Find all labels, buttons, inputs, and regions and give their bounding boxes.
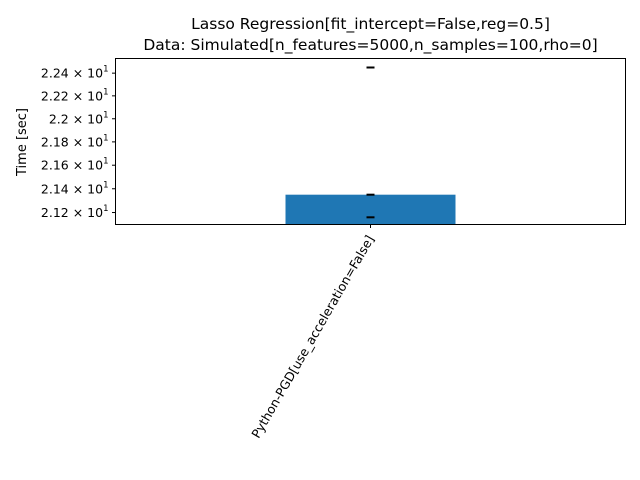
x-tick-label: Python-PGD[use_acceleration=False]	[248, 233, 377, 441]
x-axis-ticks: Python-PGD[use_acceleration=False]	[248, 224, 377, 441]
bars-group	[285, 194, 456, 225]
y-axis-label: Time [sec]	[15, 108, 30, 177]
chart-title-line-1: Lasso Regression[fit_intercept=False,reg…	[191, 15, 550, 34]
y-tick-label: 2.2 × 101	[49, 110, 109, 126]
plot-area-frame	[115, 58, 626, 225]
run-markers-group	[366, 66, 375, 219]
y-tick-label: 2.16 × 101	[41, 157, 109, 173]
y-tick-label: 2.22 × 101	[41, 87, 109, 103]
y-axis-ticks: 2.12 × 101 2.14 × 101 2.16 × 101 2.18 × 101…	[41, 65, 116, 220]
chart-title-line-2: Data: Simulated[n_features=5000,n_sample…	[143, 36, 597, 55]
y-tick-label: 2.14 × 101	[41, 180, 109, 196]
y-tick-label: 2.24 × 101	[41, 65, 109, 81]
bar	[285, 194, 456, 225]
y-tick-label: 2.18 × 101	[41, 133, 109, 149]
y-tick-label: 2.12 × 101	[41, 204, 109, 220]
